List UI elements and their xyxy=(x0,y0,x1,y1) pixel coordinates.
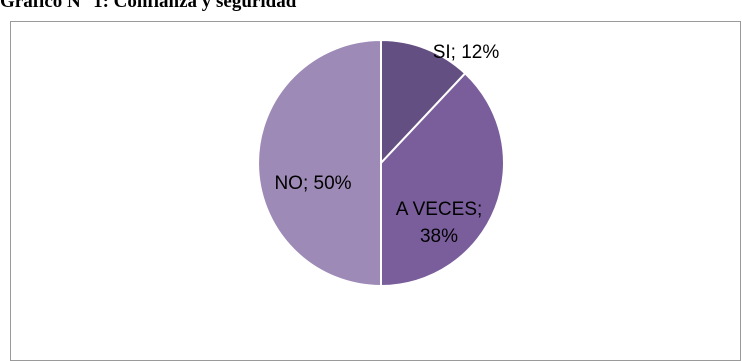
chart-caption: Gráfico N° 1: Confianza y seguridad xyxy=(0,0,297,12)
pie-chart: SI; 12% A VECES; 38% NO; 50% xyxy=(257,38,505,288)
pie-slices xyxy=(257,38,505,288)
pie-label-si: SI; 12% xyxy=(433,42,500,63)
pie-slice-no xyxy=(257,38,382,288)
pie-slice-a-veces xyxy=(380,71,505,288)
pie-labels: SI; 12% A VECES; 38% NO; 50% xyxy=(274,42,499,247)
pie-label-no: NO; 50% xyxy=(274,173,351,194)
pie-slice-si xyxy=(380,38,467,166)
pie-label-a-veces: A VECES; xyxy=(396,199,483,220)
pie-label-a-veces-value: 38% xyxy=(420,226,458,247)
chart-frame: SI; 12% A VECES; 38% NO; 50% xyxy=(10,21,741,361)
